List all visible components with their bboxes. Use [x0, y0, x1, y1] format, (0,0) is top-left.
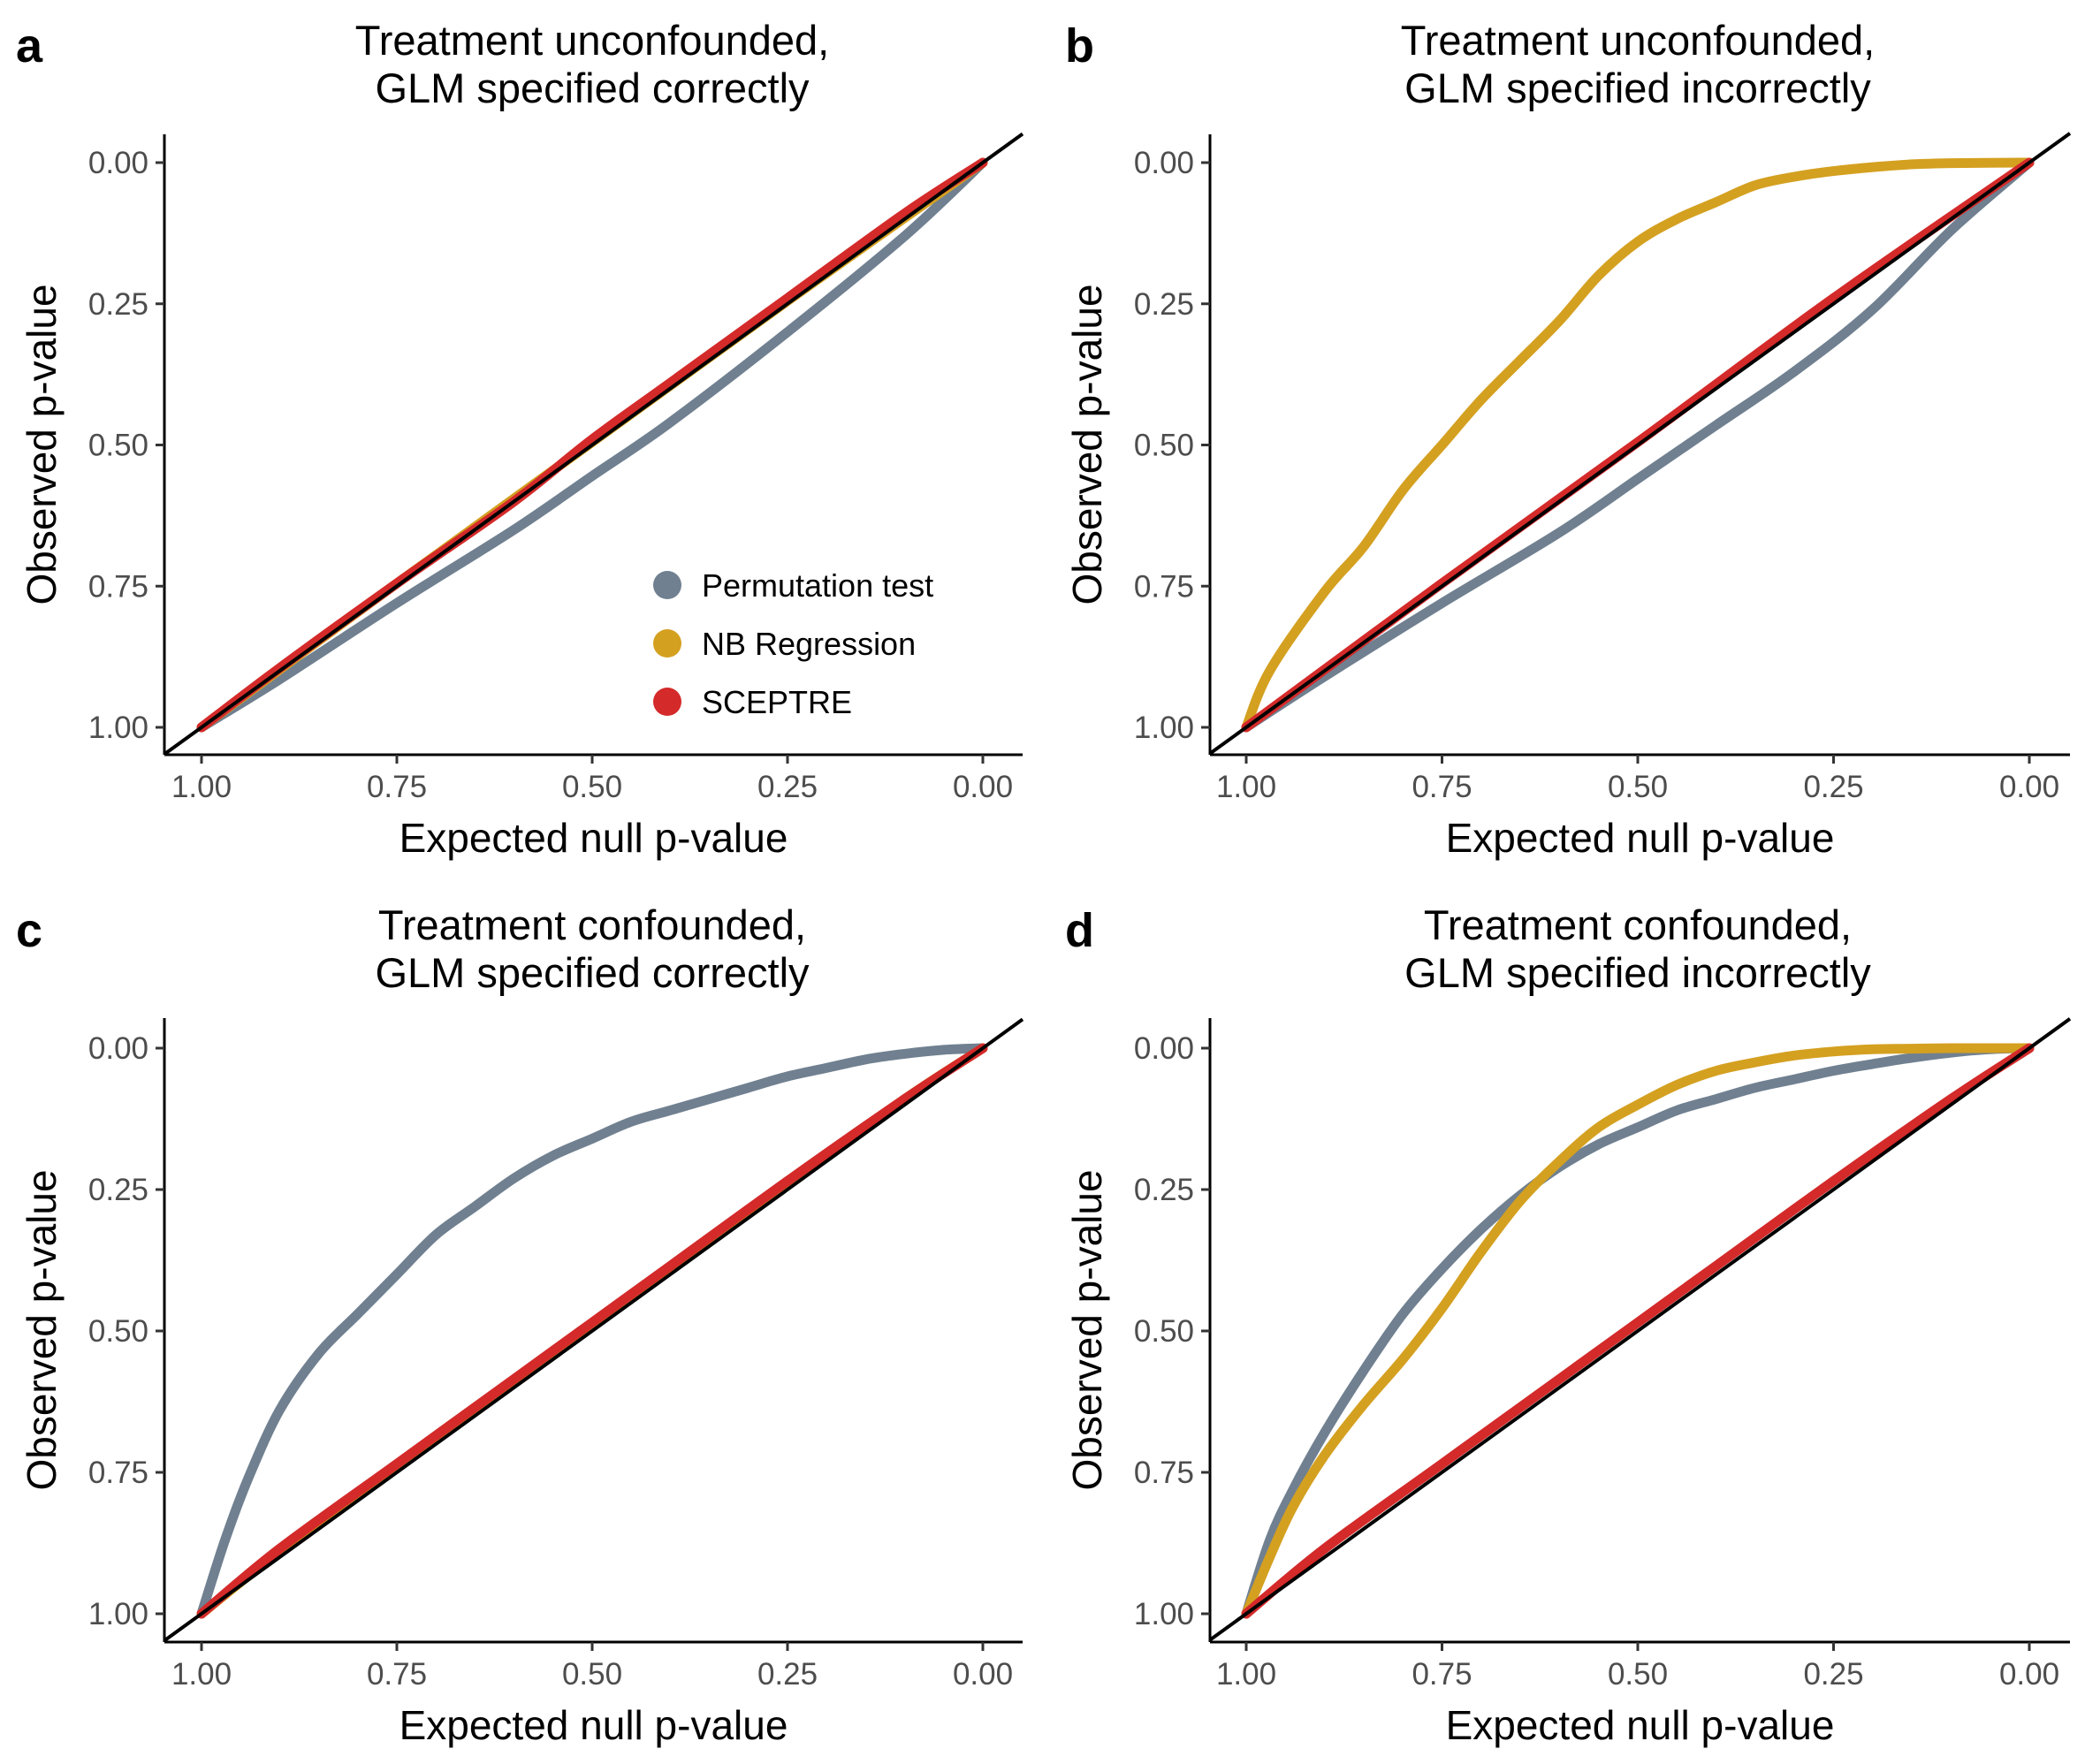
y-tick-label: 0.50: [88, 1314, 148, 1349]
y-tick-label: 0.25: [88, 1173, 148, 1207]
x-tick-label: 0.00: [953, 770, 1013, 804]
y-tick-label: 1.00: [1134, 711, 1194, 745]
panel-title-line: Treatment confounded,: [1424, 901, 1852, 948]
y-tick-label: 0.50: [88, 429, 148, 463]
series-line-permutation-test: [1241, 1043, 2035, 1619]
legend-swatch: [653, 571, 681, 599]
panel-title-line: GLM specified incorrectly: [1404, 949, 1871, 996]
y-tick-label: 0.75: [88, 1456, 148, 1490]
x-tick-label: 0.00: [953, 1657, 1013, 1692]
y-tick-label: 0.25: [88, 287, 148, 322]
y-tick-label: 1.00: [1134, 1597, 1194, 1631]
series-line-sceptre: [196, 1043, 988, 1619]
series-line-nb-regression: [1241, 1043, 2035, 1619]
y-tick-label: 0.75: [88, 569, 148, 604]
x-axis-title: Expected null p-value: [399, 1702, 788, 1748]
panel-c: c Treatment confounded,GLM specified corr…: [16, 901, 1024, 1748]
x-tick-label: 1.00: [1216, 770, 1276, 804]
y-tick-label: 0.25: [1134, 287, 1194, 322]
x-tick-label: 0.75: [1412, 770, 1472, 804]
x-tick-label: 0.00: [1999, 770, 2059, 804]
reference-diagonal: [1208, 1017, 2072, 1642]
x-tick-label: 0.25: [1803, 770, 1863, 804]
y-tick-label: 1.00: [88, 1597, 148, 1631]
panel-letter: d: [1065, 904, 1094, 957]
y-axis-title: Observed p-value: [1064, 284, 1110, 604]
x-axis-title: Expected null p-value: [399, 815, 788, 861]
y-axis-title: Observed p-value: [19, 284, 65, 604]
x-tick-label: 0.25: [1803, 1657, 1863, 1692]
panel-title-line: Treatment confounded,: [378, 901, 806, 948]
x-axis-title: Expected null p-value: [1446, 815, 1835, 861]
panel-title-line: Treatment unconfounded,: [1401, 17, 1876, 64]
panel-letter: b: [1065, 19, 1094, 72]
reference-diagonal: [1208, 132, 2072, 756]
x-tick-label: 1.00: [1216, 1657, 1276, 1692]
y-tick-label: 0.00: [1134, 146, 1194, 180]
x-tick-label: 0.75: [367, 1657, 427, 1692]
series-line-permutation-test: [196, 1043, 988, 1619]
legend-label: SCEPTRE: [702, 684, 852, 720]
legend: Permutation test NB Regression SCEPTRE: [653, 567, 933, 720]
y-tick-label: 0.00: [88, 1031, 148, 1066]
panel-letter: a: [16, 19, 43, 72]
x-tick-label: 0.50: [562, 1657, 622, 1692]
legend-swatch: [653, 629, 681, 658]
panel-title-line: GLM specified incorrectly: [1404, 65, 1871, 111]
y-tick-label: 0.00: [1134, 1031, 1194, 1066]
x-tick-label: 0.00: [1999, 1657, 2059, 1692]
x-axis-title: Expected null p-value: [1446, 1702, 1835, 1748]
series-line-permutation-test: [1241, 157, 2035, 733]
series-line-nb-regression: [1241, 157, 2035, 733]
y-tick-label: 1.00: [88, 711, 148, 745]
series-line-sceptre: [196, 157, 988, 733]
x-tick-label: 1.00: [171, 1657, 232, 1692]
x-tick-label: 0.50: [1608, 770, 1668, 804]
legend-label: Permutation test: [702, 567, 933, 604]
x-tick-label: 0.25: [757, 770, 818, 804]
y-axis-title: Observed p-value: [19, 1169, 65, 1490]
y-axis-title: Observed p-value: [1064, 1169, 1110, 1490]
x-tick-label: 0.50: [1608, 1657, 1668, 1692]
y-tick-label: 0.50: [1134, 1314, 1194, 1349]
reference-diagonal: [163, 132, 1024, 756]
panel-letter: c: [16, 904, 42, 957]
y-tick-label: 0.00: [88, 146, 148, 180]
legend-label: NB Regression: [702, 626, 916, 662]
panel-b: b Treatment unconfounded,GLM specified in…: [1064, 17, 2072, 861]
panel-title-line: GLM specified correctly: [375, 65, 810, 111]
series-line-permutation-test: [196, 157, 988, 733]
x-tick-label: 0.75: [367, 770, 427, 804]
x-tick-label: 0.75: [1412, 1657, 1472, 1692]
x-tick-label: 0.50: [562, 770, 622, 804]
panel-a: a Treatment unconfounded,GLM specified co…: [16, 17, 1024, 861]
x-tick-label: 1.00: [171, 770, 232, 804]
panel-d: d Treatment confounded,GLM specified inco…: [1064, 901, 2072, 1748]
legend-swatch: [653, 688, 681, 716]
y-tick-label: 0.75: [1134, 1456, 1194, 1490]
y-tick-label: 0.75: [1134, 569, 1194, 604]
y-tick-label: 0.50: [1134, 429, 1194, 463]
x-tick-label: 0.25: [757, 1657, 818, 1692]
reference-diagonal: [163, 1017, 1024, 1643]
series-line-sceptre: [1241, 1043, 2035, 1619]
y-tick-label: 0.25: [1134, 1173, 1194, 1207]
panel-title-line: GLM specified correctly: [375, 949, 810, 996]
panel-title-line: Treatment unconfounded,: [355, 17, 830, 64]
